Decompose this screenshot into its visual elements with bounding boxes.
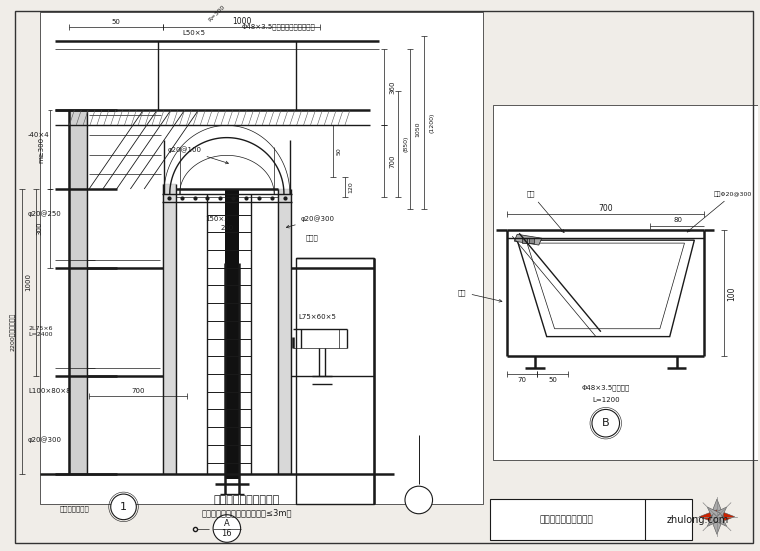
Text: 护水Φ20@300: 护水Φ20@300 — [687, 191, 752, 232]
Text: L100×80×8: L100×80×8 — [28, 388, 71, 394]
Text: 2200（护笼高度）: 2200（护笼高度） — [10, 312, 15, 351]
Text: 檩条: 檩条 — [527, 191, 564, 233]
Text: 护壁: 护壁 — [458, 289, 502, 302]
Text: (850): (850) — [404, 136, 408, 152]
Bar — [522, 238, 527, 243]
Bar — [225, 189, 239, 479]
Polygon shape — [710, 499, 724, 517]
Text: 2L75×6
L=2400: 2L75×6 L=2400 — [28, 326, 52, 337]
Circle shape — [405, 486, 432, 514]
Bar — [489, 499, 692, 541]
Text: 120: 120 — [348, 181, 353, 193]
Text: 屋面纵向檐口直梯详图: 屋面纵向檐口直梯详图 — [214, 495, 280, 505]
Bar — [278, 189, 291, 474]
Bar — [529, 238, 534, 243]
Text: B: B — [602, 418, 610, 428]
Bar — [492, 105, 758, 460]
Text: L50×5: L50×5 — [182, 30, 205, 36]
Circle shape — [111, 494, 136, 520]
Text: 80: 80 — [673, 218, 682, 224]
Text: 700: 700 — [389, 154, 395, 168]
Text: L75×60×5: L75×60×5 — [299, 314, 337, 320]
Text: (1200): (1200) — [429, 112, 434, 133]
Text: L=1200: L=1200 — [592, 397, 619, 403]
Polygon shape — [515, 234, 542, 245]
Text: 150×5: 150×5 — [205, 215, 229, 222]
Polygon shape — [710, 517, 724, 534]
Text: 1: 1 — [120, 502, 127, 512]
Bar — [40, 12, 483, 504]
Text: 1000: 1000 — [232, 17, 252, 26]
Text: m≥300: m≥300 — [39, 137, 45, 163]
Text: 屋面纵向檐口直梯详图: 屋面纵向檐口直梯详图 — [540, 515, 594, 524]
Circle shape — [213, 515, 241, 542]
Text: 斜撑落地平台面: 斜撑落地平台面 — [59, 505, 89, 512]
Text: Φ48×3.5扶手栏杆: Φ48×3.5扶手栏杆 — [581, 385, 630, 391]
Text: 调整板: 调整板 — [306, 235, 318, 241]
Text: A: A — [224, 519, 230, 528]
Text: 360: 360 — [389, 80, 395, 94]
Text: φ20@300: φ20@300 — [287, 215, 334, 228]
Text: 1050: 1050 — [415, 121, 420, 137]
Text: 70: 70 — [518, 377, 527, 383]
Text: 300: 300 — [37, 222, 43, 235]
Polygon shape — [714, 513, 727, 526]
Text: zhulong.com: zhulong.com — [667, 515, 728, 525]
Text: 50: 50 — [548, 377, 557, 383]
Text: 1000: 1000 — [25, 273, 31, 291]
Polygon shape — [714, 507, 727, 520]
Text: 50: 50 — [112, 19, 121, 25]
Text: φ20@100: φ20@100 — [168, 146, 229, 164]
Circle shape — [592, 409, 619, 437]
Text: φ20@250: φ20@250 — [28, 210, 62, 217]
Text: Φ48×3.5扶手栏杆（上图一圈）: Φ48×3.5扶手栏杆（上图一圈） — [242, 23, 315, 30]
Bar — [69, 110, 87, 474]
Polygon shape — [708, 507, 720, 520]
Text: φ20@300: φ20@300 — [28, 436, 62, 444]
Text: 700: 700 — [131, 388, 145, 394]
Bar — [296, 258, 375, 504]
Text: -40×4: -40×4 — [28, 132, 49, 138]
Polygon shape — [699, 510, 717, 523]
Polygon shape — [717, 510, 735, 523]
Text: 100: 100 — [727, 286, 736, 300]
Polygon shape — [708, 513, 720, 526]
Text: 700: 700 — [598, 204, 613, 213]
Text: （适用于调整梯段高度，一般≤3m）: （适用于调整梯段高度，一般≤3m） — [201, 508, 292, 517]
Text: 50: 50 — [337, 147, 341, 155]
Bar — [163, 184, 176, 474]
Text: R=300: R=300 — [207, 4, 226, 23]
Text: 250: 250 — [220, 225, 233, 231]
Text: 1200: 1200 — [0, 362, 2, 380]
Text: 16: 16 — [222, 529, 232, 538]
